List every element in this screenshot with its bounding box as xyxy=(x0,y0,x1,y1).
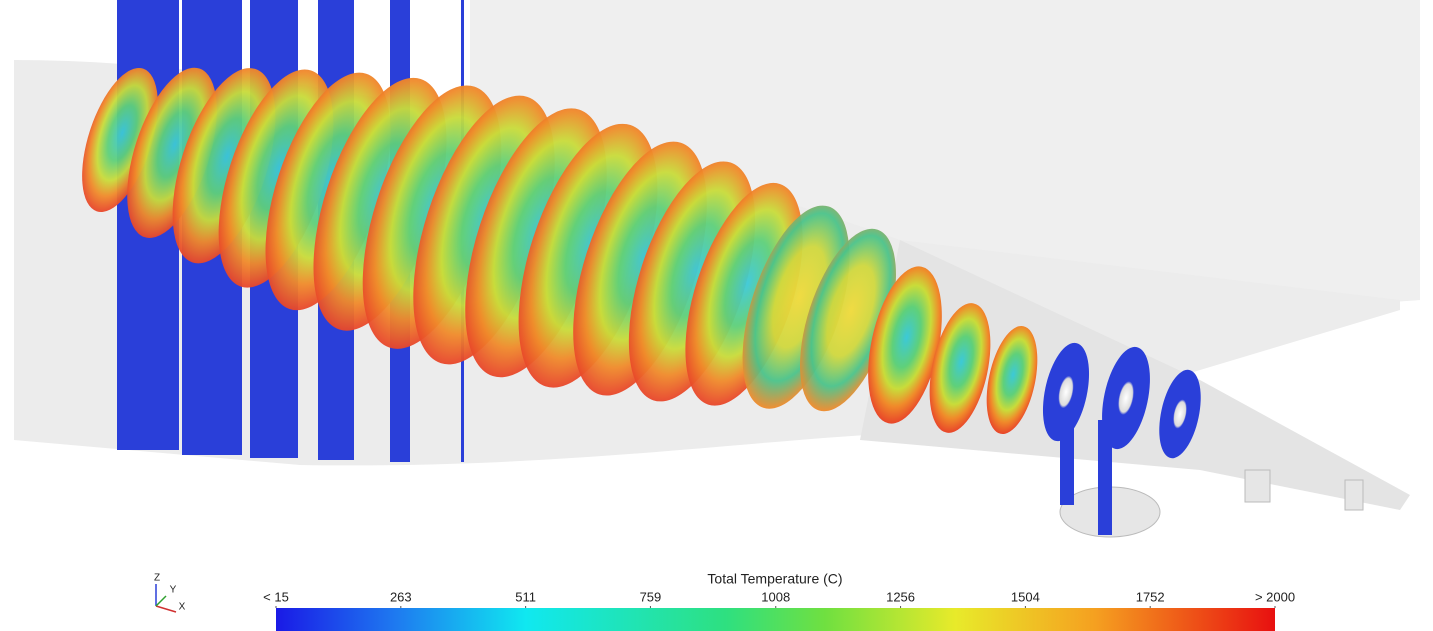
colorbar-tick-label: 1504 xyxy=(1011,589,1040,604)
colorbar-tick-label: 263 xyxy=(390,589,412,604)
slice xyxy=(929,303,991,433)
colorbar-title: Total Temperature (C) xyxy=(707,571,842,587)
colorbar-tick-label: 1752 xyxy=(1136,589,1165,604)
colorbar-tick-label: 1008 xyxy=(761,589,790,604)
colorbar: < 15 263 511 759 1008 1256 1504 1752 > 2000 xyxy=(263,589,1295,631)
slice xyxy=(1042,342,1090,442)
slice xyxy=(1159,369,1201,459)
slices xyxy=(82,67,1201,459)
colorbar-scale xyxy=(276,608,1275,631)
colorbar-tick-label: 759 xyxy=(640,589,662,604)
axes-triad: Z Y X xyxy=(154,573,186,613)
colorbar-tick-label: > 2000 xyxy=(1255,589,1295,604)
slice xyxy=(1102,346,1150,450)
slice xyxy=(986,325,1038,435)
colorbar-tick-label: 511 xyxy=(515,589,536,604)
axis-label: Y xyxy=(170,585,177,596)
colorbar-tick-label: < 15 xyxy=(263,589,289,604)
slice xyxy=(868,266,942,424)
colorbar-tick-label: 1256 xyxy=(886,589,915,604)
axis-label: Z xyxy=(154,573,160,584)
axis-label: X xyxy=(179,602,186,613)
